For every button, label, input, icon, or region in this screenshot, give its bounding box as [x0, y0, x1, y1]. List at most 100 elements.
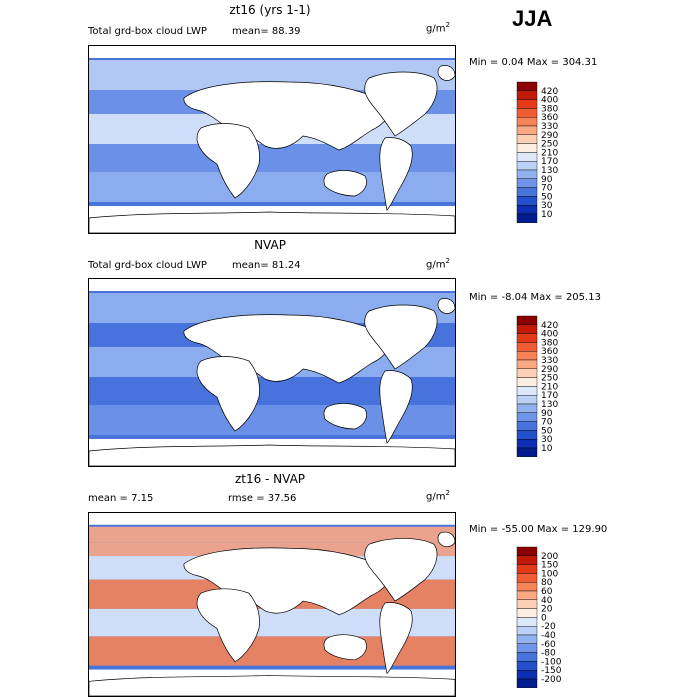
panel-1-min-max: Min = 0.04 Max = 304.31 [469, 57, 598, 68]
colorbar-tick-label: -60 [541, 640, 556, 650]
continent-outline [437, 65, 455, 81]
panel-3-colorbar: 200 150 100 80 60 40 20 0 -20 -40 -60 -80 -100 -150 -2… [516, 546, 577, 692]
continent-outline [323, 170, 367, 197]
continent-outline [89, 444, 455, 466]
colorbar-tick-label: 170 [541, 391, 558, 401]
colorbar-tick-label: 360 [541, 347, 558, 357]
panel-1-map [88, 45, 456, 234]
continent-outline [364, 71, 438, 137]
colorbar-swatch [516, 178, 538, 188]
colorbar-swatch [516, 678, 538, 689]
panel-2-mean: mean= 81.24 [232, 260, 301, 271]
continent-outline [364, 304, 438, 370]
colorbar-tick-label: 60 [541, 587, 553, 597]
panel-1-colorbar: 420 400 380 360 330 290 250 210 170 130 90 70 50 30 10 [516, 81, 577, 227]
colorbar-swatch [516, 608, 538, 618]
colorbar-tick-label: 40 [541, 596, 553, 606]
colorbar-tick-label: -40 [541, 631, 556, 641]
season-label: JJA [512, 6, 553, 31]
colorbar-swatch [516, 582, 538, 592]
colorbar-tick-label: 250 [541, 374, 558, 384]
continent-outline [196, 356, 260, 432]
colorbar-tick-label: 290 [541, 131, 558, 141]
continent-outline [89, 675, 455, 696]
continent-outline [437, 531, 455, 548]
colorbar-swatch [516, 152, 538, 162]
colorbar-swatch [516, 204, 538, 215]
colorbar-tick-label: -200 [541, 675, 562, 685]
colorbar-swatch [516, 169, 538, 180]
panel-2-map [88, 278, 456, 467]
colorbar-tick-label: 30 [541, 435, 553, 445]
panel-3-units: g/m2 [426, 489, 450, 503]
colorbar-tick-label: 330 [541, 356, 558, 366]
continent-outline [323, 403, 367, 430]
colorbar-swatch [516, 438, 538, 449]
panel-3-rmse: rmse = 37.56 [228, 493, 297, 504]
colorbar-tick-label: 360 [541, 113, 558, 123]
colorbar-swatch [516, 315, 538, 326]
continent-outline [196, 123, 260, 199]
colorbar-swatch [516, 81, 538, 92]
colorbar-tick-label: 100 [541, 569, 558, 579]
colorbar-swatch [516, 634, 538, 645]
field-band [89, 526, 455, 543]
colorbar-tick-label: 200 [541, 552, 558, 562]
colorbar-tick-label: 80 [541, 578, 553, 588]
continent-outline [183, 547, 391, 616]
colorbar-tick-label: -100 [541, 657, 562, 667]
colorbar-tick-label: 70 [541, 184, 553, 194]
continent-outline [183, 81, 391, 151]
colorbar-tick-label: -150 [541, 666, 562, 676]
colorbar-tick-label: 420 [541, 321, 558, 331]
colorbar-swatch [516, 421, 538, 431]
colorbar-tick-label: 420 [541, 87, 558, 97]
colorbar-tick-label: 400 [541, 96, 558, 106]
colorbar-swatch [516, 661, 538, 671]
panel-1-field-label: Total grd-box cloud LWP [88, 26, 207, 37]
colorbar-tick-label: -20 [541, 622, 556, 632]
colorbar-swatch [516, 368, 538, 378]
colorbar-swatch [516, 617, 538, 627]
panel-3-mean: mean = 7.15 [88, 493, 154, 504]
panel-1-units: g/m2 [426, 21, 450, 35]
panel-3-map [88, 512, 456, 697]
continent-outline [379, 370, 413, 444]
colorbar-tick-label: 380 [541, 338, 558, 348]
panel-3-title: zt16 - NVAP [234, 472, 306, 486]
colorbar-tick-label: 380 [541, 104, 558, 114]
colorbar-swatch [516, 90, 538, 100]
colorbar-swatch [516, 333, 538, 343]
colorbar-swatch [516, 403, 538, 414]
colorbar-swatch [516, 134, 538, 144]
colorbar-swatch [516, 108, 538, 118]
continent-outline [437, 298, 455, 314]
colorbar-swatch [516, 160, 538, 171]
colorbar-swatch [516, 573, 538, 583]
panel-2-colorbar: 420 400 380 360 330 290 250 210 170 130 90 70 50 30 10 [516, 315, 577, 461]
continent-outline [379, 137, 413, 211]
colorbar-swatch [516, 412, 538, 422]
colorbar-swatch [516, 555, 538, 565]
continent-outline [364, 538, 438, 602]
colorbar-swatch [516, 377, 538, 387]
colorbar-swatch [516, 394, 538, 405]
panel-2-min-max: Min = -8.04 Max = 205.13 [469, 292, 601, 303]
colorbar-tick-label: 0 [541, 613, 547, 623]
colorbar-swatch [516, 125, 538, 136]
colorbar-tick-label: 50 [541, 426, 553, 436]
colorbar-swatch [516, 669, 538, 680]
panel-1-title: zt16 (yrs 1-1) [229, 3, 311, 17]
colorbar-tick-label: 210 [541, 148, 558, 158]
colorbar-tick-label: 70 [541, 418, 553, 428]
colorbar-tick-label: 210 [541, 382, 558, 392]
colorbar-tick-label: 90 [541, 175, 553, 185]
colorbar-swatch [516, 117, 538, 127]
colorbar-tick-label: 400 [541, 330, 558, 340]
colorbar-swatch [516, 590, 538, 601]
colorbar-tick-label: 10 [541, 444, 553, 454]
colorbar-swatch [516, 324, 538, 334]
colorbar-swatch [516, 599, 538, 609]
colorbar-swatch [516, 625, 538, 636]
colorbar-swatch [516, 447, 538, 458]
